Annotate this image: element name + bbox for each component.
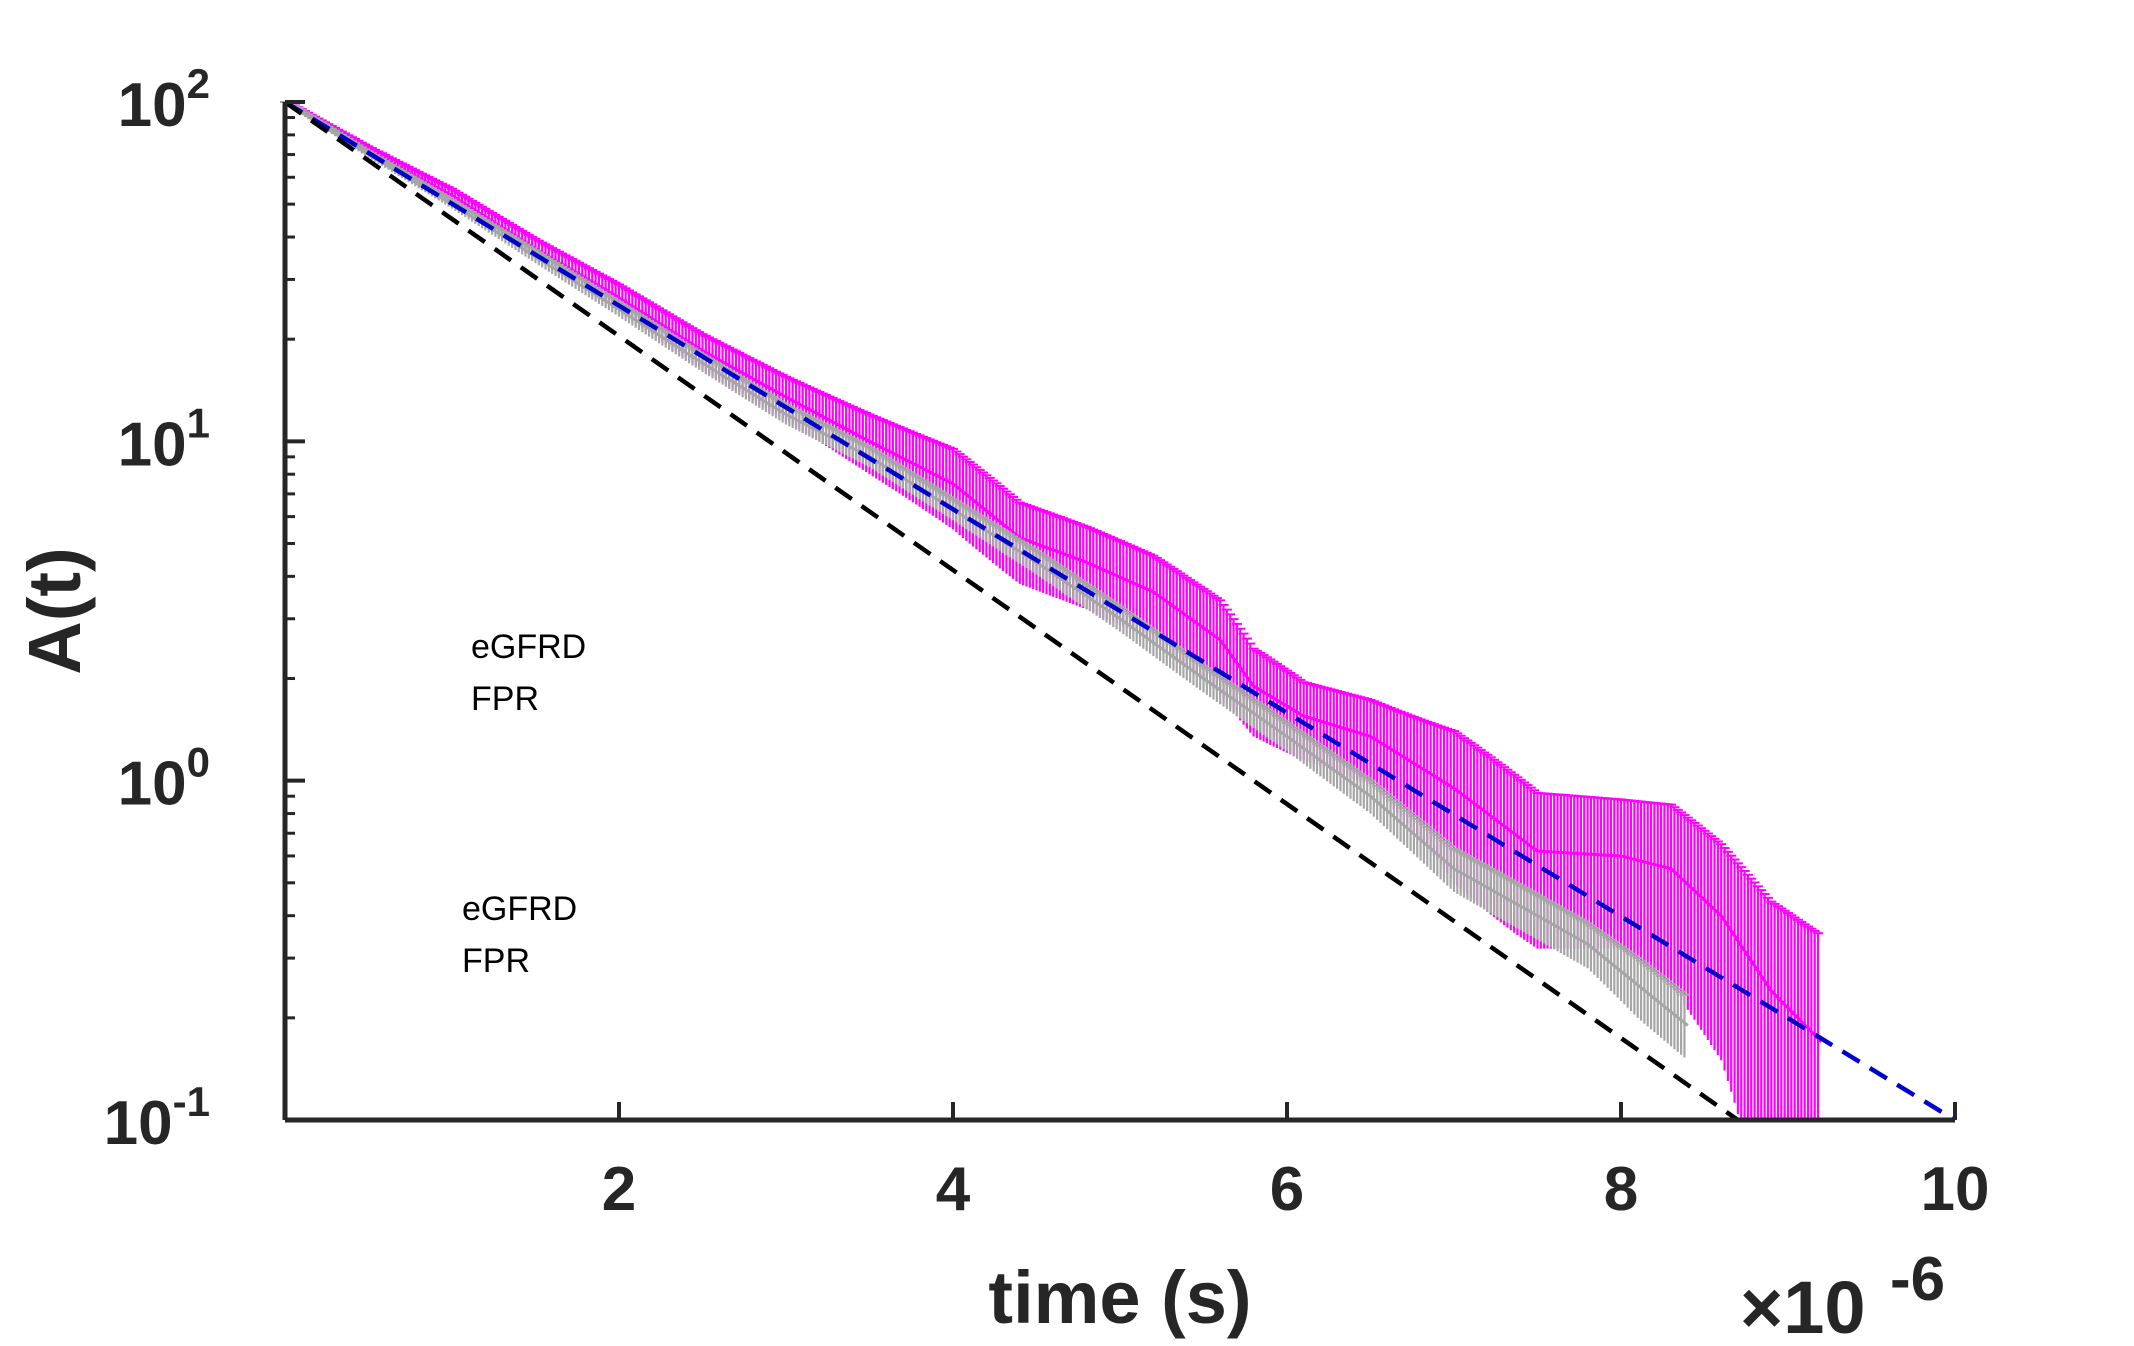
y-tick-label: 101 (118, 399, 210, 479)
y-tick-exponent: 1 (187, 399, 210, 446)
dashed-line-2 (283, 100, 1957, 1122)
legend-entry: eGFRD (471, 628, 586, 666)
dashed-line-3 (283, 100, 1740, 1122)
legend-entry: eGFRD (462, 890, 577, 928)
x-axis-title: time (s) (988, 1256, 1251, 1339)
y-tick-exponent: 2 (187, 60, 210, 107)
x-tick-label: 6 (1270, 1155, 1304, 1224)
dashed-series-2 (283, 100, 1957, 1122)
y-tick-exponent: 0 (187, 739, 210, 786)
legend-entry: FPR (462, 942, 530, 980)
y-tick-label: 102 (118, 60, 210, 140)
y-axis-title: A(t) (13, 547, 96, 674)
legend-entry: FPR (471, 680, 539, 718)
x-tick-label: 8 (1604, 1155, 1638, 1224)
y-tick-base: 10 (104, 1089, 173, 1158)
dashed-series-3 (283, 100, 1740, 1122)
y-tick-exponent: -1 (173, 1078, 210, 1125)
x-tick-label: 4 (936, 1155, 971, 1224)
x-tick-label: 10 (1921, 1155, 1990, 1224)
x-tick-label: 2 (602, 1155, 636, 1224)
series-layer (280, 100, 1957, 1122)
x-exponent-label: ×10 -6 (1740, 1245, 1945, 1346)
x-ticks: 2 4 6 8 10 (602, 1102, 1990, 1224)
x-exponent-power: -6 (1890, 1245, 1945, 1314)
legend: eGFRD FPR eGFRD FPR (462, 628, 586, 980)
y-tick-base: 10 (118, 410, 187, 479)
y-tick-base: 10 (118, 750, 187, 819)
y-tick-base: 10 (118, 71, 187, 140)
y-tick-label: 100 (118, 739, 210, 819)
legend-group-0: eGFRD FPR (471, 628, 586, 718)
legend-group-1: eGFRD FPR (462, 890, 577, 980)
series-line-0 (284, 100, 1823, 1043)
x-exponent-base: ×10 (1740, 1266, 1866, 1346)
y-tick-label: 10-1 (104, 1078, 210, 1158)
